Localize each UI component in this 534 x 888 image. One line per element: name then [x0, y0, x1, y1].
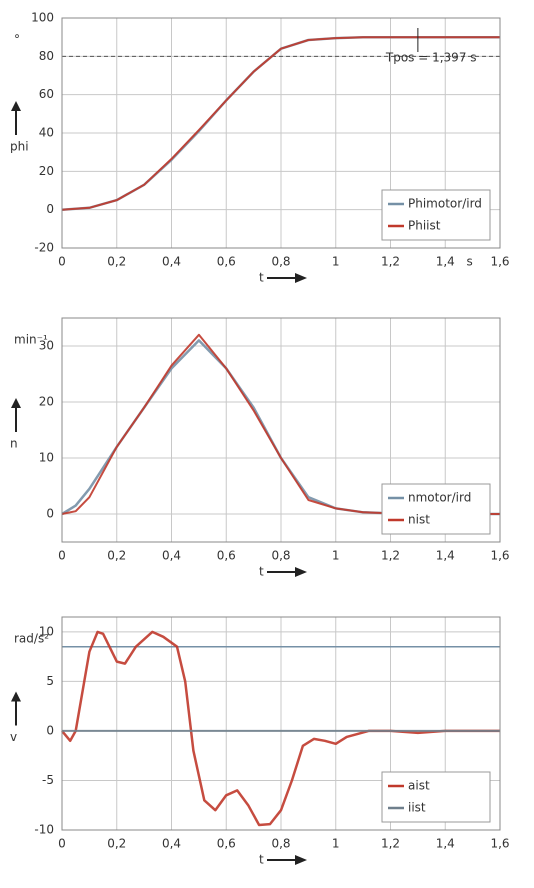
x-tick-label: 1,6 [490, 255, 509, 269]
x-tick-label: 1,2 [381, 255, 400, 269]
x-tick-label: 1,2 [381, 549, 400, 563]
x-tick-label: 0,8 [271, 255, 290, 269]
x-tick-label: 1,4 [436, 549, 455, 563]
series-line [61, 630, 500, 827]
y-tick-label: 100 [31, 11, 54, 25]
y-tick-label: 60 [39, 87, 54, 101]
x-tick-label: 0,4 [162, 255, 181, 269]
y-axis-label: phi [10, 140, 29, 154]
x-tick-label: 1,2 [381, 837, 400, 851]
x-tick-label: 0,6 [217, 549, 236, 563]
x-tick-label: 0 [58, 255, 66, 269]
x-arrow-head [295, 273, 307, 283]
x-tick-label: 0 [58, 837, 66, 851]
x-axis-unit: s [466, 255, 472, 269]
y-tick-label: 0 [46, 723, 54, 737]
plot-frame [61, 317, 501, 543]
y-axis-unit: min⁻¹ [14, 333, 48, 347]
x-arrow-head [295, 567, 307, 577]
x-tick-label: 1,4 [436, 255, 455, 269]
x-tick-label: 1 [332, 255, 340, 269]
plot-frame [61, 616, 501, 831]
x-tick-label: 1,6 [490, 549, 509, 563]
x-tick-label: 0,2 [107, 549, 126, 563]
legend-label: nist [408, 513, 430, 527]
y-tick-label: -10 [34, 823, 54, 837]
legend-label: iist [408, 801, 426, 815]
x-tick-label: 1,6 [490, 837, 509, 851]
legend-label: Phiist [408, 219, 441, 233]
y-tick-label: 0 [46, 507, 54, 521]
series-line [61, 36, 500, 211]
x-tick-label: 0,8 [271, 549, 290, 563]
y-axis-label: n [10, 437, 18, 451]
x-arrow-head [295, 855, 307, 865]
x-tick-label: 1 [332, 837, 340, 851]
x-axis-label: t [259, 853, 264, 867]
y-tick-label: 80 [39, 49, 54, 63]
y-tick-label: 10 [39, 451, 54, 465]
legend-box [381, 189, 491, 241]
legend-label: Phimotor/ird [408, 197, 482, 211]
y-tick-label: 20 [39, 395, 54, 409]
legend-box [381, 771, 491, 823]
x-tick-label: 1 [332, 549, 340, 563]
y-tick-label: 5 [46, 674, 54, 688]
y-arrow-head [11, 101, 21, 111]
y-tick-label: 40 [39, 126, 54, 140]
y-tick-label: 10 [39, 624, 54, 638]
x-tick-label: 1,4 [436, 837, 455, 851]
y-tick-label: -5 [42, 773, 54, 787]
x-tick-label: 0,4 [162, 549, 181, 563]
annotation: Tpos = 1,397 s [385, 51, 477, 65]
plot-frame [61, 17, 501, 249]
legend-label: nmotor/ird [408, 491, 471, 505]
x-tick-label: 0 [58, 549, 66, 563]
x-tick-label: 0,4 [162, 837, 181, 851]
y-axis-unit: rad/s² [14, 632, 49, 646]
y-arrow-head [11, 398, 21, 408]
y-tick-label: -20 [34, 241, 54, 255]
legend-box [381, 483, 491, 535]
x-tick-label: 0,2 [107, 837, 126, 851]
legend-label: aist [408, 779, 430, 793]
x-axis-label: t [259, 565, 264, 579]
x-tick-label: 0,2 [107, 255, 126, 269]
x-tick-label: 0,8 [271, 837, 290, 851]
y-tick-label: 0 [46, 202, 54, 216]
x-tick-label: 0,6 [217, 837, 236, 851]
series-line [61, 333, 500, 515]
y-axis-unit: ° [14, 33, 20, 47]
y-tick-label: 20 [39, 164, 54, 178]
y-tick-label: 30 [39, 339, 54, 353]
x-axis-label: t [259, 271, 264, 285]
y-arrow-head [11, 691, 21, 702]
x-tick-label: 0,6 [217, 255, 236, 269]
y-axis-label: v [10, 730, 17, 744]
